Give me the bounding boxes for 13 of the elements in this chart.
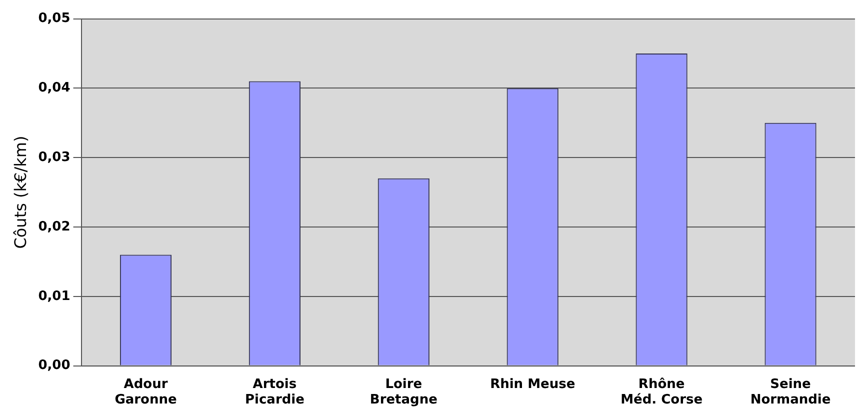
x-tick-label: Loire Bretagne	[370, 376, 438, 408]
y-tick-label: 0,02	[38, 219, 70, 234]
y-tick-label: 0,00	[38, 358, 70, 374]
x-tick-label: Seine Normandie	[750, 376, 831, 408]
y-tick-label: 0,04	[38, 80, 70, 96]
x-tick-label: Rhône Méd. Corse	[620, 376, 703, 408]
y-tick-label: 0,05	[38, 11, 70, 26]
y-axis-title: Côuts (k€/km)	[10, 136, 30, 249]
x-tick-label: Rhin Meuse	[490, 376, 576, 392]
x-tick-label: Artois Picardie	[244, 376, 305, 408]
x-tick-label: Adour Garonne	[114, 376, 177, 408]
y-tick-label: 0,01	[38, 288, 70, 304]
y-tick-label: 0,03	[38, 150, 70, 165]
